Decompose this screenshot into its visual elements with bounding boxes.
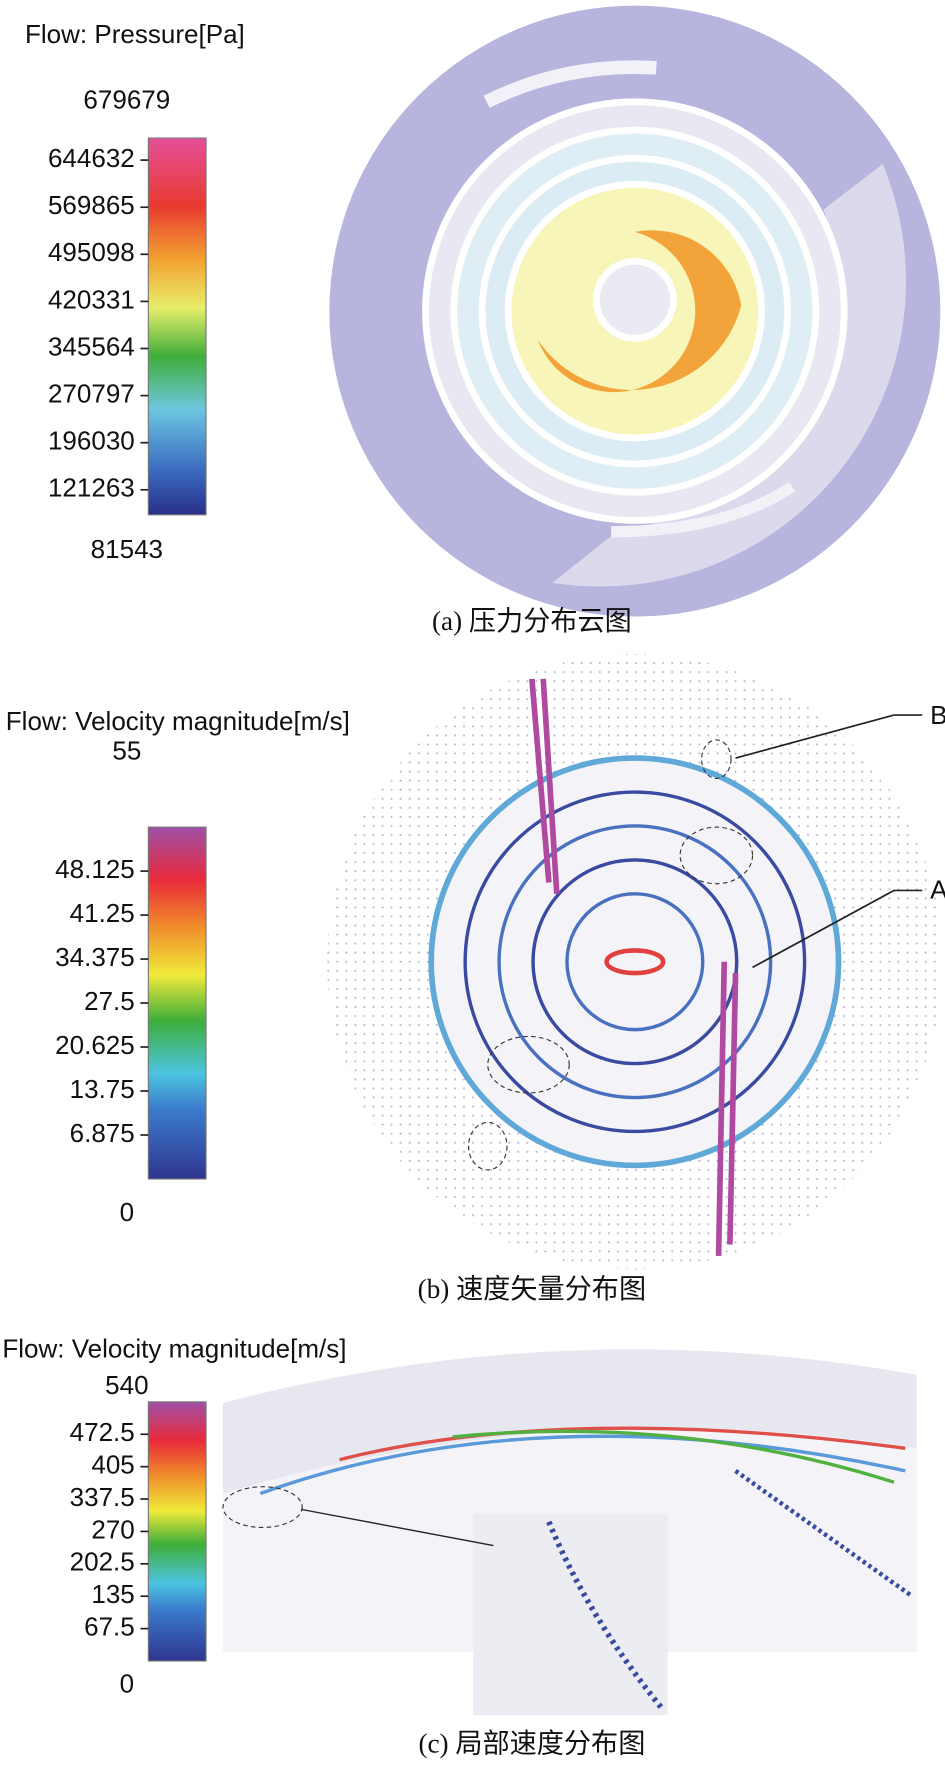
tick-label: 41.25 xyxy=(70,898,135,928)
tick-label: 121263 xyxy=(48,473,135,503)
tick-label: 270797 xyxy=(48,378,135,408)
tick-label: 13.75 xyxy=(70,1074,135,1104)
pressure-contour xyxy=(329,5,941,617)
local-velocity xyxy=(222,1349,917,1716)
velocity-vectors xyxy=(327,653,943,1270)
colorbar-min: 0 xyxy=(120,1669,134,1699)
colorbar-title: Flow: Pressure[Pa] xyxy=(25,19,245,49)
tick-label: 495098 xyxy=(48,237,135,267)
tick-label: 27.5 xyxy=(84,986,135,1016)
tick-label: 270 xyxy=(91,1514,134,1544)
tick-label: 337.5 xyxy=(70,1482,135,1512)
colorbar-title: Flow: Velocity magnitude[m/s] xyxy=(6,706,350,736)
tick-label: 405 xyxy=(91,1450,134,1480)
tick-label: 420331 xyxy=(48,284,135,314)
caption: (b) 速度矢量分布图 xyxy=(418,1274,646,1304)
tick-label: 67.5 xyxy=(84,1611,135,1641)
colorbar xyxy=(147,826,207,1180)
annotation: B xyxy=(930,700,945,730)
tick-label: 472.5 xyxy=(70,1417,135,1447)
tick-label: 196030 xyxy=(48,426,135,456)
tick-label: 34.375 xyxy=(55,942,135,972)
colorbar xyxy=(147,137,207,516)
colorbar-max: 679679 xyxy=(83,85,170,115)
tick-label: 48.125 xyxy=(55,854,135,884)
colorbar-min: 0 xyxy=(120,1197,134,1227)
colorbar-max: 540 xyxy=(105,1370,148,1400)
colorbar-title: Flow: Velocity magnitude[m/s] xyxy=(2,1334,346,1364)
tick-label: 135 xyxy=(91,1579,134,1609)
tick-label: 6.875 xyxy=(70,1118,135,1148)
colorbar xyxy=(147,1401,207,1662)
tick-label: 20.625 xyxy=(55,1030,135,1060)
tick-label: 202.5 xyxy=(70,1547,135,1577)
tick-label: 345564 xyxy=(48,331,135,361)
tick-label: 644632 xyxy=(48,143,135,173)
colorbar-min: 81543 xyxy=(91,534,163,564)
colorbar-max: 55 xyxy=(112,735,141,765)
annotation: A xyxy=(930,874,945,904)
caption: (c) 局部速度分布图 xyxy=(418,1729,645,1759)
tick-label: 569865 xyxy=(48,190,135,220)
caption: (a) 压力分布云图 xyxy=(432,606,632,636)
